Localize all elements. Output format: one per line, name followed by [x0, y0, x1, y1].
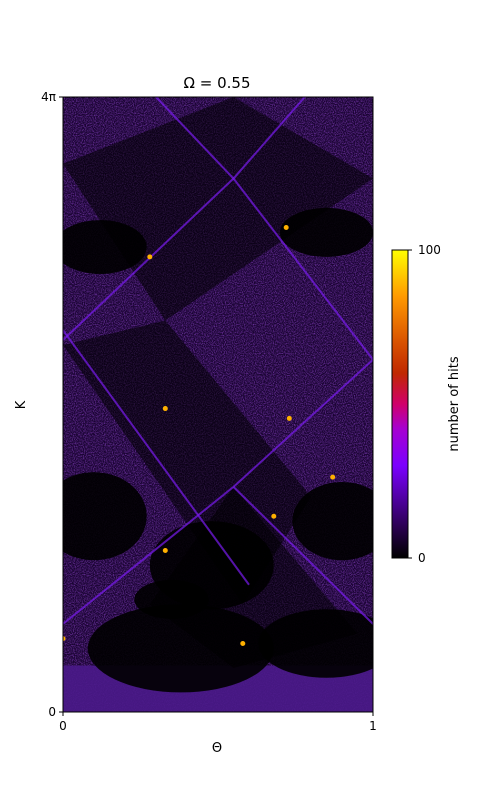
tongue-region — [63, 97, 373, 321]
tongue-edge — [63, 329, 250, 586]
heatmap-structures — [63, 97, 373, 712]
x-axis-label: Θ — [212, 741, 222, 756]
tongue-edge — [232, 177, 373, 361]
y-tick-label: 0 — [48, 705, 56, 719]
hot-spot — [286, 415, 292, 421]
hot-spot — [147, 254, 153, 260]
colorbar-tick-label: 0 — [418, 551, 426, 565]
mode-locked-lobe — [292, 481, 373, 561]
hot-spot — [240, 640, 246, 646]
hot-spot — [330, 474, 336, 480]
colorbar — [391, 249, 409, 559]
tongue-edge — [63, 177, 235, 341]
tongue-edge — [232, 486, 373, 625]
tongue-edge — [155, 97, 235, 180]
hot-spot — [271, 513, 277, 519]
tongue-region — [149, 486, 358, 668]
colorbar-label: number of hits — [447, 356, 462, 451]
colorbar-tick-label: 100 — [418, 243, 441, 257]
y-axis-label: K — [14, 400, 29, 409]
hot-spot — [283, 224, 289, 230]
chart-title: Ω = 0.55 — [184, 74, 251, 92]
tongue-edge — [63, 486, 235, 625]
mode-locked-lobe — [63, 472, 147, 561]
y-axis-ticks: 0 4π — [41, 90, 63, 719]
hot-spot — [162, 406, 168, 412]
y-tick-label: 4π — [41, 90, 56, 104]
tongue-edge — [232, 97, 306, 180]
x-tick-label: 1 — [369, 719, 377, 733]
tongue-edge — [232, 358, 373, 488]
heatmap-plot-area — [63, 97, 373, 712]
colorbar-ticks: 0 100 — [408, 243, 441, 565]
plot-frame — [62, 96, 374, 713]
hot-spot — [162, 547, 168, 553]
hot-spot — [63, 636, 66, 642]
x-tick-label: 0 — [59, 719, 67, 733]
